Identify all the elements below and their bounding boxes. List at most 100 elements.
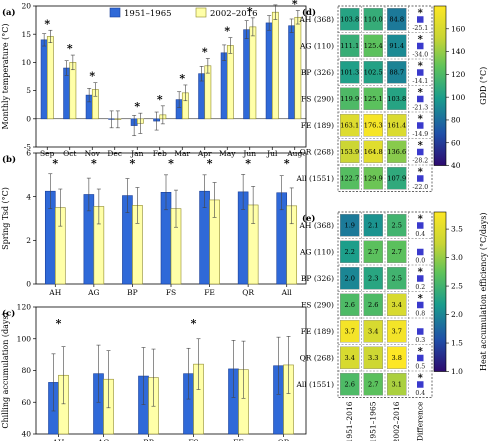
heatmap-cell xyxy=(363,267,384,290)
difference-marker xyxy=(417,354,424,362)
difference-value: -25.1 xyxy=(412,25,428,32)
colorbar-tick-label: 60 xyxy=(451,138,461,147)
cell-value: 3.3 xyxy=(368,354,379,362)
difference-marker xyxy=(417,328,424,335)
row-label: All (1551) xyxy=(295,174,334,183)
legend-swatch-series1 xyxy=(109,7,121,18)
x-tick-label: Jun xyxy=(242,149,256,158)
x-tick-label: FE xyxy=(233,438,244,441)
row-label: QR (268) xyxy=(300,353,334,362)
column-label: 1951–2016 xyxy=(345,401,354,441)
y-tick-label: 40 xyxy=(21,430,31,439)
row-label: AH (368) xyxy=(298,15,334,24)
row-label: FS (290) xyxy=(301,94,334,103)
heatmap-cell xyxy=(363,346,384,370)
bar-series1 xyxy=(288,25,296,120)
x-tick-label: Jan xyxy=(130,149,143,158)
bar-series1 xyxy=(265,22,273,120)
colorbar-label: Heat accumulation efficiency (°C/days) xyxy=(479,213,488,372)
cell-value: 129.9 xyxy=(364,175,383,183)
significance-star: * xyxy=(245,157,251,170)
heatmap-cell xyxy=(363,34,384,58)
x-tick-label: Nov xyxy=(85,149,101,158)
bar-series1 xyxy=(243,29,251,120)
significance-star: * xyxy=(224,25,230,38)
significance-star: * xyxy=(89,70,95,83)
heatmap-cell xyxy=(387,293,407,317)
y-axis-label: Monthly temperature (°C) xyxy=(1,24,10,130)
colorbar-tick-label: 2.5 xyxy=(451,282,463,291)
panel-label: (e) xyxy=(302,213,315,224)
cell-value: 2.2 xyxy=(345,248,356,256)
x-tick-label: AH xyxy=(48,288,61,297)
heatmap-cell xyxy=(387,113,407,137)
heatmap-cell xyxy=(387,373,407,396)
heatmap-cell xyxy=(363,320,384,343)
heatmap-cell xyxy=(387,140,407,163)
x-tick-label: AG xyxy=(97,438,109,441)
x-tick-label: Jul xyxy=(266,149,278,158)
row-label: BP (326) xyxy=(301,274,334,283)
bar-series2 xyxy=(249,26,257,120)
y-tick-label: -5 xyxy=(24,143,32,152)
difference-value: 0.8 xyxy=(415,310,425,317)
heatmap-cell xyxy=(340,140,360,163)
bar-series2 xyxy=(226,45,234,120)
significance-star: * xyxy=(56,317,62,330)
heatmap-cell xyxy=(340,240,360,263)
difference-marker xyxy=(417,148,424,156)
significance-star: * xyxy=(418,293,424,304)
significance-star: * xyxy=(418,214,424,225)
significance-star: * xyxy=(292,0,298,11)
heatmap-cell xyxy=(340,213,360,237)
cell-value: 3.4 xyxy=(345,354,356,362)
significance-star: * xyxy=(418,167,424,178)
significance-star: * xyxy=(418,346,424,357)
x-tick-label: FE xyxy=(204,288,215,297)
heatmap-cell xyxy=(340,267,360,290)
significance-star: * xyxy=(418,140,424,151)
difference-value: 0.5 xyxy=(415,363,425,370)
cell-value: 163.1 xyxy=(340,122,359,130)
y-tick-label: 10 xyxy=(21,58,31,67)
significance-star: * xyxy=(168,157,174,170)
cell-value: 2.7 xyxy=(368,248,379,256)
difference-value: 0.0 xyxy=(415,257,425,264)
difference-value: -22.0 xyxy=(412,184,428,191)
row-label: BP (326) xyxy=(301,68,334,77)
y-tick-label: 15 xyxy=(21,30,31,39)
y-tick-label: 4 xyxy=(26,192,31,201)
column-label: 2002–2016 xyxy=(392,401,401,441)
heatmap-cell xyxy=(363,166,384,190)
difference-value: -14.1 xyxy=(412,78,428,85)
significance-star: * xyxy=(130,157,136,170)
cell-value: 2.0 xyxy=(345,275,356,283)
plot-frame xyxy=(35,306,307,435)
heatmap-cell xyxy=(363,140,384,163)
row-label: AG (110) xyxy=(299,41,334,50)
x-tick-label: Aug xyxy=(286,149,302,158)
difference-value: -21.3 xyxy=(412,104,428,111)
colorbar-tick-label: 2.0 xyxy=(451,310,463,319)
difference-marker xyxy=(417,381,424,388)
row-label: FS (290) xyxy=(301,300,334,309)
x-tick-label: BP xyxy=(143,438,154,441)
heatmap-cell xyxy=(340,61,360,84)
cell-value: 119.9 xyxy=(340,95,359,103)
row-label: FE (189) xyxy=(301,121,334,130)
bar-panel-1: 0 2 4 6 Spring Tsd (°C) (b) AH AG BP FS FE QR All * * *… xyxy=(1,149,307,297)
x-tick-label: May xyxy=(219,149,236,158)
y-tick-label: 80 xyxy=(21,366,31,375)
colorbar-tick-label: 140 xyxy=(451,47,466,56)
legend-label-series2: 2002–2016 xyxy=(210,9,258,19)
bar-panel-0: -5 0 5 10 15 20 Monthly temperature (°C) (a) Sep… xyxy=(1,0,307,158)
cell-value: 3.7 xyxy=(392,328,403,336)
significance-star: * xyxy=(207,157,213,170)
colorbar-tick-label: 1.0 xyxy=(451,367,463,376)
panel-label: (b) xyxy=(2,154,16,165)
y-tick-label: 2 xyxy=(26,236,31,245)
cell-value: 2.7 xyxy=(368,381,379,389)
heatmap-cell xyxy=(387,166,407,190)
difference-marker xyxy=(417,69,424,76)
